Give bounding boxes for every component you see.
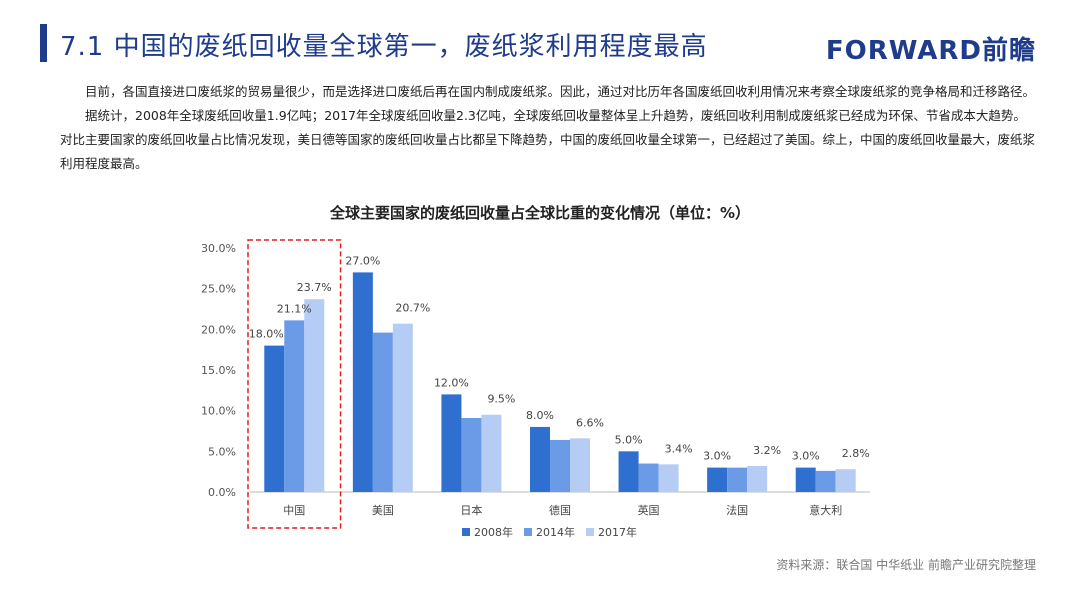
y-tick-label: 0.0% bbox=[208, 486, 236, 499]
highlight-box bbox=[247, 239, 342, 529]
y-tick-label: 30.0% bbox=[201, 242, 236, 255]
bar bbox=[707, 467, 728, 492]
bar bbox=[372, 332, 393, 492]
bar bbox=[835, 469, 856, 492]
body-text: 目前，各国直接进口废纸浆的贸易量很少，而是选择进口废纸后再在国内制成废纸浆。因此… bbox=[60, 80, 1035, 176]
legend-swatch bbox=[586, 528, 594, 536]
x-tick-label: 美国 bbox=[372, 504, 394, 517]
bar bbox=[392, 323, 413, 492]
bar bbox=[618, 451, 639, 492]
data-label: 20.7% bbox=[395, 302, 430, 315]
bar bbox=[304, 299, 325, 492]
legend-label: 2008年 bbox=[474, 525, 513, 539]
chart-title: 全球主要国家的废纸回收量占全球比重的变化情况（单位：%） bbox=[329, 204, 751, 222]
x-tick-label: 德国 bbox=[549, 503, 571, 517]
x-tick-label: 英国 bbox=[638, 503, 660, 517]
legend-swatch bbox=[462, 528, 470, 536]
bar bbox=[530, 426, 550, 492]
data-label: 6.6% bbox=[576, 416, 604, 429]
y-tick-label: 15.0% bbox=[201, 364, 236, 377]
bar bbox=[815, 470, 836, 492]
paragraph-1: 目前，各国直接进口废纸浆的贸易量很少，而是选择进口废纸后再在国内制成废纸浆。因此… bbox=[85, 84, 1036, 99]
legend-swatch bbox=[524, 528, 532, 536]
paragraph-2: 据统计，2008年全球废纸回收量1.9亿吨；2017年全球废纸回收量2.3亿吨，… bbox=[60, 108, 1036, 171]
x-tick-label: 中国 bbox=[283, 504, 305, 517]
x-tick-label: 日本 bbox=[460, 503, 482, 517]
y-tick-label: 20.0% bbox=[201, 323, 236, 336]
data-label: 21.1% bbox=[277, 302, 312, 315]
data-label: 5.0% bbox=[615, 433, 643, 446]
bar bbox=[550, 439, 570, 492]
x-tick-label: 意大利 bbox=[809, 503, 842, 517]
bar bbox=[284, 320, 305, 492]
data-label: 27.0% bbox=[345, 254, 380, 267]
bar bbox=[352, 272, 373, 492]
data-label: 9.5% bbox=[487, 393, 515, 406]
data-label: 3.0% bbox=[703, 450, 731, 463]
bar bbox=[727, 467, 748, 492]
bar bbox=[638, 463, 659, 492]
y-tick-label: 10.0% bbox=[201, 405, 236, 418]
source-note: 资料来源：联合国 中华纸业 前瞻产业研究院整理 bbox=[776, 558, 1036, 572]
forward-logo: FORWARD前瞻 bbox=[825, 36, 1036, 66]
bar bbox=[264, 345, 285, 492]
bar bbox=[570, 438, 590, 492]
data-label: 8.0% bbox=[526, 409, 554, 422]
data-label: 3.2% bbox=[753, 444, 781, 457]
data-label: 23.7% bbox=[297, 281, 332, 294]
data-label: 12.0% bbox=[434, 376, 469, 389]
legend-label: 2014年 bbox=[536, 525, 575, 539]
y-tick-label: 25.0% bbox=[201, 283, 236, 296]
y-tick-label: 5.0% bbox=[208, 445, 236, 458]
title-accent-bar bbox=[40, 24, 47, 62]
data-label: 18.0% bbox=[249, 328, 284, 341]
data-label: 2.8% bbox=[842, 447, 870, 460]
bar bbox=[747, 465, 768, 492]
data-label: 3.0% bbox=[792, 450, 820, 463]
data-label: 3.4% bbox=[665, 442, 693, 455]
bar bbox=[441, 394, 462, 492]
x-tick-label: 法国 bbox=[726, 503, 748, 517]
legend-label: 2017年 bbox=[598, 525, 637, 539]
bar bbox=[658, 464, 679, 492]
bar bbox=[481, 414, 502, 492]
bar bbox=[795, 467, 816, 492]
bar bbox=[461, 417, 482, 492]
page-title: 7.1 中国的废纸回收量全球第一，废纸浆利用程度最高 bbox=[60, 32, 708, 62]
